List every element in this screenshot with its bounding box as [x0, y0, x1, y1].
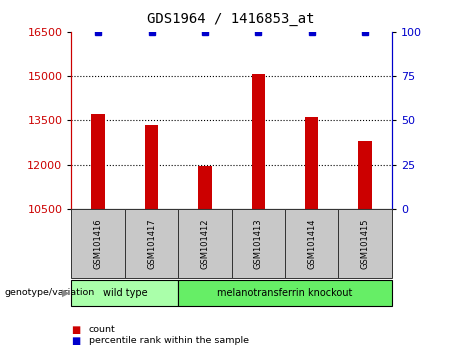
Text: GSM101412: GSM101412	[201, 218, 209, 269]
Text: ■: ■	[71, 325, 81, 335]
Bar	[305, 117, 319, 209]
Text: GDS1964 / 1416853_at: GDS1964 / 1416853_at	[147, 12, 314, 27]
Text: GSM101416: GSM101416	[94, 218, 103, 269]
Bar	[252, 74, 265, 209]
Text: melanotransferrin knockout: melanotransferrin knockout	[218, 288, 353, 298]
Text: percentile rank within the sample: percentile rank within the sample	[89, 336, 249, 345]
Text: count: count	[89, 325, 116, 335]
Text: genotype/variation: genotype/variation	[5, 289, 95, 297]
Bar	[359, 141, 372, 209]
Text: ▶: ▶	[62, 288, 70, 298]
Bar	[285, 209, 338, 278]
Bar	[71, 209, 125, 278]
Bar	[198, 166, 212, 209]
Text: GSM101414: GSM101414	[307, 218, 316, 269]
Text: ■: ■	[71, 336, 81, 346]
Bar	[231, 209, 285, 278]
Text: GSM101417: GSM101417	[147, 218, 156, 269]
Text: GSM101413: GSM101413	[254, 218, 263, 269]
Bar	[145, 125, 158, 209]
Bar	[91, 114, 105, 209]
Bar	[178, 280, 392, 306]
Bar	[178, 209, 231, 278]
Text: wild type: wild type	[102, 288, 147, 298]
Bar	[71, 280, 178, 306]
Bar	[125, 209, 178, 278]
Bar	[338, 209, 392, 278]
Text: GSM101415: GSM101415	[361, 218, 370, 269]
